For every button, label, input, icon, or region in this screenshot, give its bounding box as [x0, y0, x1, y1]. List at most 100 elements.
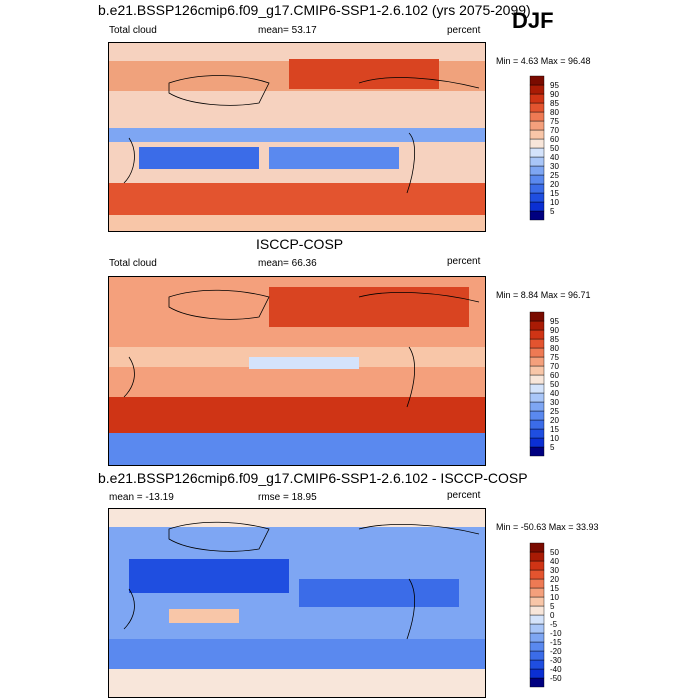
colorbar-tick-label: 10 [550, 593, 559, 602]
colorbar-tick-label: 95 [550, 81, 559, 90]
colorbar-swatch [529, 320, 545, 331]
colorbar-tick-label: 5 [550, 207, 555, 216]
colorbar-swatch [529, 650, 545, 661]
colorbar-tick-label: -10 [550, 629, 562, 638]
colorbar-swatch [529, 311, 545, 322]
colorbar-swatch [529, 632, 545, 643]
colorbar-swatch [529, 120, 545, 131]
colorbar-swatch [529, 75, 545, 86]
colorbar-tick-label: 30 [550, 162, 559, 171]
colorbar-tick-label: -20 [550, 647, 562, 656]
colorbar-swatch [529, 147, 545, 158]
colorbar-swatch [529, 410, 545, 421]
colorbar-tick-label: 90 [550, 326, 559, 335]
season-label: DJF [512, 8, 554, 33]
colorbar-swatch [529, 84, 545, 95]
colorbar-tick-label: 15 [550, 425, 559, 434]
panel-1-minmax-label: Min = 4.63 Max = 96.48 [496, 56, 591, 66]
colorbar-swatch [529, 174, 545, 185]
panel-1-variable-label: Total cloud [109, 25, 157, 36]
panel-2-map [108, 276, 486, 466]
panel-3-units-label: percent [447, 490, 481, 501]
colorbar-tick-label: 50 [550, 144, 559, 153]
colorbar-swatch [529, 437, 545, 448]
colorbar-tick-label: 30 [550, 566, 559, 575]
colorbar-swatch [529, 183, 545, 194]
colorbar-swatch [529, 419, 545, 430]
colorbar-tick-label: 50 [550, 548, 559, 557]
colorbar-swatch [529, 569, 545, 580]
colorbar-swatch [529, 587, 545, 598]
colorbar-swatch [529, 210, 545, 221]
colorbar-tick-label: 85 [550, 335, 559, 344]
colorbar-swatch [529, 374, 545, 385]
colorbar-tick-label: 25 [550, 407, 559, 416]
colorbar-tick-label: 20 [550, 575, 559, 584]
colorbar-tick-label: -15 [550, 638, 562, 647]
colorbar-swatch [529, 596, 545, 607]
colorbar-tick-label: 80 [550, 108, 559, 117]
panel-3-minmax-label: Min = -50.63 Max = 33.93 [496, 522, 599, 532]
colorbar-tick-label: 0 [550, 611, 555, 620]
panel-3-rmse-label: rmse = 18.95 [258, 492, 317, 503]
colorbar-tick-label: -5 [550, 620, 558, 629]
colorbar-tick-label: 10 [550, 434, 559, 443]
colorbar-swatch [529, 329, 545, 340]
colorbar-tick-label: 40 [550, 389, 559, 398]
colorbar-tick-label: 15 [550, 189, 559, 198]
colorbar-swatch [529, 551, 545, 562]
colorbar-swatch [529, 111, 545, 122]
colorbar-tick-label: 90 [550, 90, 559, 99]
colorbar-tick-label: 60 [550, 371, 559, 380]
colorbar-tick-label: 5 [550, 602, 555, 611]
panel-1-title: b.e21.BSSP126cmip6.f09_g17.CMIP6-SSP1-2.… [98, 2, 531, 18]
panel-1-map [108, 42, 486, 232]
panel-3-title: b.e21.BSSP126cmip6.f09_g17.CMIP6-SSP1-2.… [98, 470, 528, 486]
colorbar-tick-label: 40 [550, 153, 559, 162]
colorbar-swatch [529, 659, 545, 670]
colorbar-swatch [529, 201, 545, 212]
colorbar-swatch [529, 365, 545, 376]
colorbar-tick-label: 75 [550, 353, 559, 362]
colorbar-tick-label: -40 [550, 665, 562, 674]
colorbar-tick-label: 20 [550, 416, 559, 425]
colorbar-tick-label: 95 [550, 317, 559, 326]
colorbar-swatch [529, 542, 545, 553]
colorbar-tick-label: 5 [550, 443, 555, 452]
colorbar-swatch [529, 677, 545, 688]
panel-2-minmax-label: Min = 8.84 Max = 96.71 [496, 290, 591, 300]
colorbar-swatch [529, 156, 545, 167]
colorbar-swatch [529, 129, 545, 140]
colorbar-tick-label: 85 [550, 99, 559, 108]
panel-1-colorbar: 5 10 15 20 25 30 40 50 60 70 75 80 85 90 95 [529, 75, 590, 226]
colorbar-swatch [529, 102, 545, 113]
colorbar-tick-label: 60 [550, 135, 559, 144]
colorbar-tick-label: 30 [550, 398, 559, 407]
colorbar-swatch [529, 428, 545, 439]
panel-1-units-label: percent [447, 25, 481, 36]
colorbar-swatch [529, 641, 545, 652]
colorbar-swatch [529, 383, 545, 394]
colorbar-swatch [529, 338, 545, 349]
panel-2-mean-label: mean= 66.36 [258, 258, 317, 269]
colorbar-tick-label: 75 [550, 117, 559, 126]
colorbar-tick-label: -50 [550, 674, 562, 683]
colorbar-swatch [529, 578, 545, 589]
panel-3-map [108, 508, 486, 698]
colorbar-swatch [529, 192, 545, 203]
colorbar-tick-label: 10 [550, 198, 559, 207]
colorbar-swatch [529, 347, 545, 358]
colorbar-tick-label: 70 [550, 126, 559, 135]
colorbar-swatch [529, 605, 545, 616]
colorbar-tick-label: -30 [550, 656, 562, 665]
colorbar-swatch [529, 446, 545, 457]
colorbar-swatch [529, 623, 545, 634]
colorbar-swatch [529, 668, 545, 679]
panel-3-mean-label: mean = -13.19 [109, 492, 174, 503]
panel-2-units-label: percent [447, 256, 481, 267]
colorbar-tick-label: 20 [550, 180, 559, 189]
colorbar-swatch [529, 93, 545, 104]
panel-2-title: ISCCP-COSP [256, 236, 344, 252]
panel-1-mean-label: mean= 53.17 [258, 25, 317, 36]
colorbar-swatch [529, 356, 545, 367]
